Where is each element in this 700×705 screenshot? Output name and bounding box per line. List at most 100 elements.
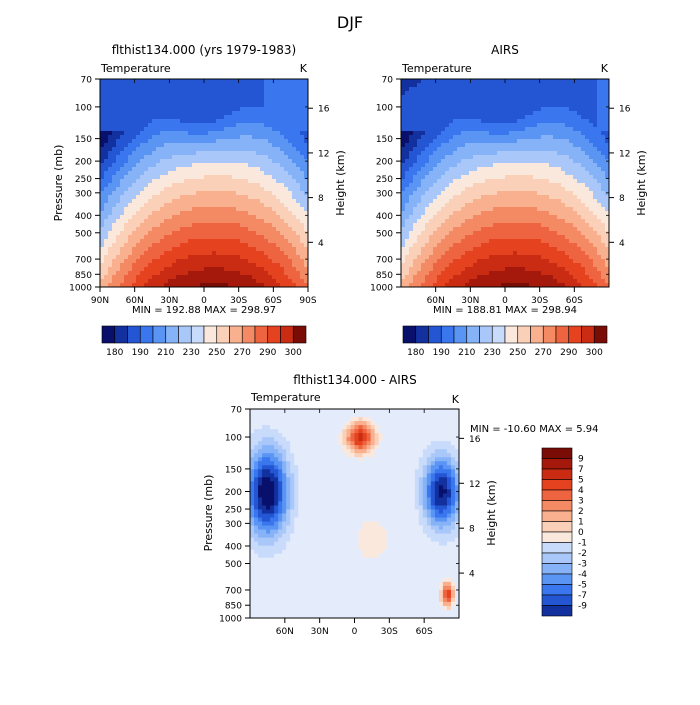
field-cell (212, 263, 217, 268)
field-cell (437, 211, 442, 216)
field-cell (144, 155, 149, 160)
field-cell (445, 223, 450, 228)
field-cell (493, 243, 498, 248)
field-cell (288, 131, 293, 136)
field-cell (116, 123, 121, 128)
field-cell (244, 275, 249, 280)
field-cell (441, 231, 446, 236)
field-cell (553, 123, 558, 128)
field-cell (557, 115, 562, 120)
field-cell (264, 91, 269, 96)
field-cell (501, 83, 506, 88)
field-cell (401, 95, 406, 100)
field-cell (168, 223, 173, 228)
field-cell (545, 91, 550, 96)
field-cell (152, 87, 157, 92)
field-cell (545, 215, 550, 220)
field-cell (256, 91, 261, 96)
field-cell (224, 103, 229, 108)
field-cell (453, 115, 458, 120)
field-cell (132, 107, 137, 112)
field-cell (288, 91, 293, 96)
field-cell (164, 227, 169, 232)
field-cell (144, 115, 149, 120)
field-cell (449, 91, 454, 96)
field-cell (409, 223, 414, 228)
field-cell (272, 111, 277, 116)
field-cell (212, 251, 217, 256)
field-cell (284, 175, 289, 180)
field-cell (280, 271, 285, 276)
field-cell (128, 243, 133, 248)
field-cell (453, 95, 458, 100)
field-cell (280, 263, 285, 268)
field-cell (517, 203, 522, 208)
field-cell (128, 175, 133, 180)
field-cell (501, 107, 506, 112)
field-cell (252, 263, 257, 268)
field-cell (264, 235, 269, 240)
field-cell (441, 83, 446, 88)
field-cell (248, 279, 253, 284)
field-cell (461, 235, 466, 240)
field-cell (589, 107, 594, 112)
field-cell (300, 195, 305, 200)
field-cell (585, 147, 590, 152)
field-cell (497, 167, 502, 172)
field-cell (288, 167, 293, 172)
field-cell (473, 231, 478, 236)
field-cell (601, 167, 606, 172)
field-cell (136, 279, 141, 284)
field-cell (160, 211, 165, 216)
field-cell (152, 223, 157, 228)
field-cell (196, 271, 201, 276)
field-cell (128, 211, 133, 216)
field-cell (513, 227, 518, 232)
field-cell (425, 143, 430, 148)
field-cell (148, 259, 153, 264)
field-cell (276, 219, 281, 224)
field-cell (577, 203, 582, 208)
field-cell (581, 159, 586, 164)
field-cell (272, 235, 277, 240)
field-cell (601, 87, 606, 92)
field-cell (497, 99, 502, 104)
field-cell (188, 271, 193, 276)
field-cell (228, 223, 233, 228)
field-cell (240, 199, 245, 204)
field-cell (465, 191, 470, 196)
field-cell (517, 151, 522, 156)
field-cell (160, 243, 165, 248)
field-cell (236, 227, 241, 232)
field-cell (132, 207, 137, 212)
field-cell (577, 231, 582, 236)
field-cell (176, 191, 181, 196)
field-cell (156, 231, 161, 236)
field-cell (425, 115, 430, 120)
field-cell (136, 207, 141, 212)
field-cell (553, 199, 558, 204)
field-cell (252, 123, 257, 128)
field-cell (232, 171, 237, 176)
field-cell (521, 115, 526, 120)
field-cell (549, 207, 554, 212)
field-cell (176, 195, 181, 200)
field-cell (581, 231, 586, 236)
field-cell (264, 163, 269, 168)
field-cell (260, 259, 265, 264)
field-cell (204, 279, 209, 284)
field-cell (481, 243, 486, 248)
field-cell (248, 267, 253, 272)
field-cell (509, 143, 514, 148)
colorbar-box (140, 326, 153, 343)
field-cell (108, 191, 113, 196)
field-cell (533, 183, 538, 188)
field-cell (176, 215, 181, 220)
field-cell (589, 127, 594, 132)
field-cell (517, 183, 522, 188)
field-cell (449, 131, 454, 136)
field-cell (473, 119, 478, 124)
field-cell (152, 95, 157, 100)
field-cell (553, 115, 558, 120)
field-cell (252, 187, 257, 192)
